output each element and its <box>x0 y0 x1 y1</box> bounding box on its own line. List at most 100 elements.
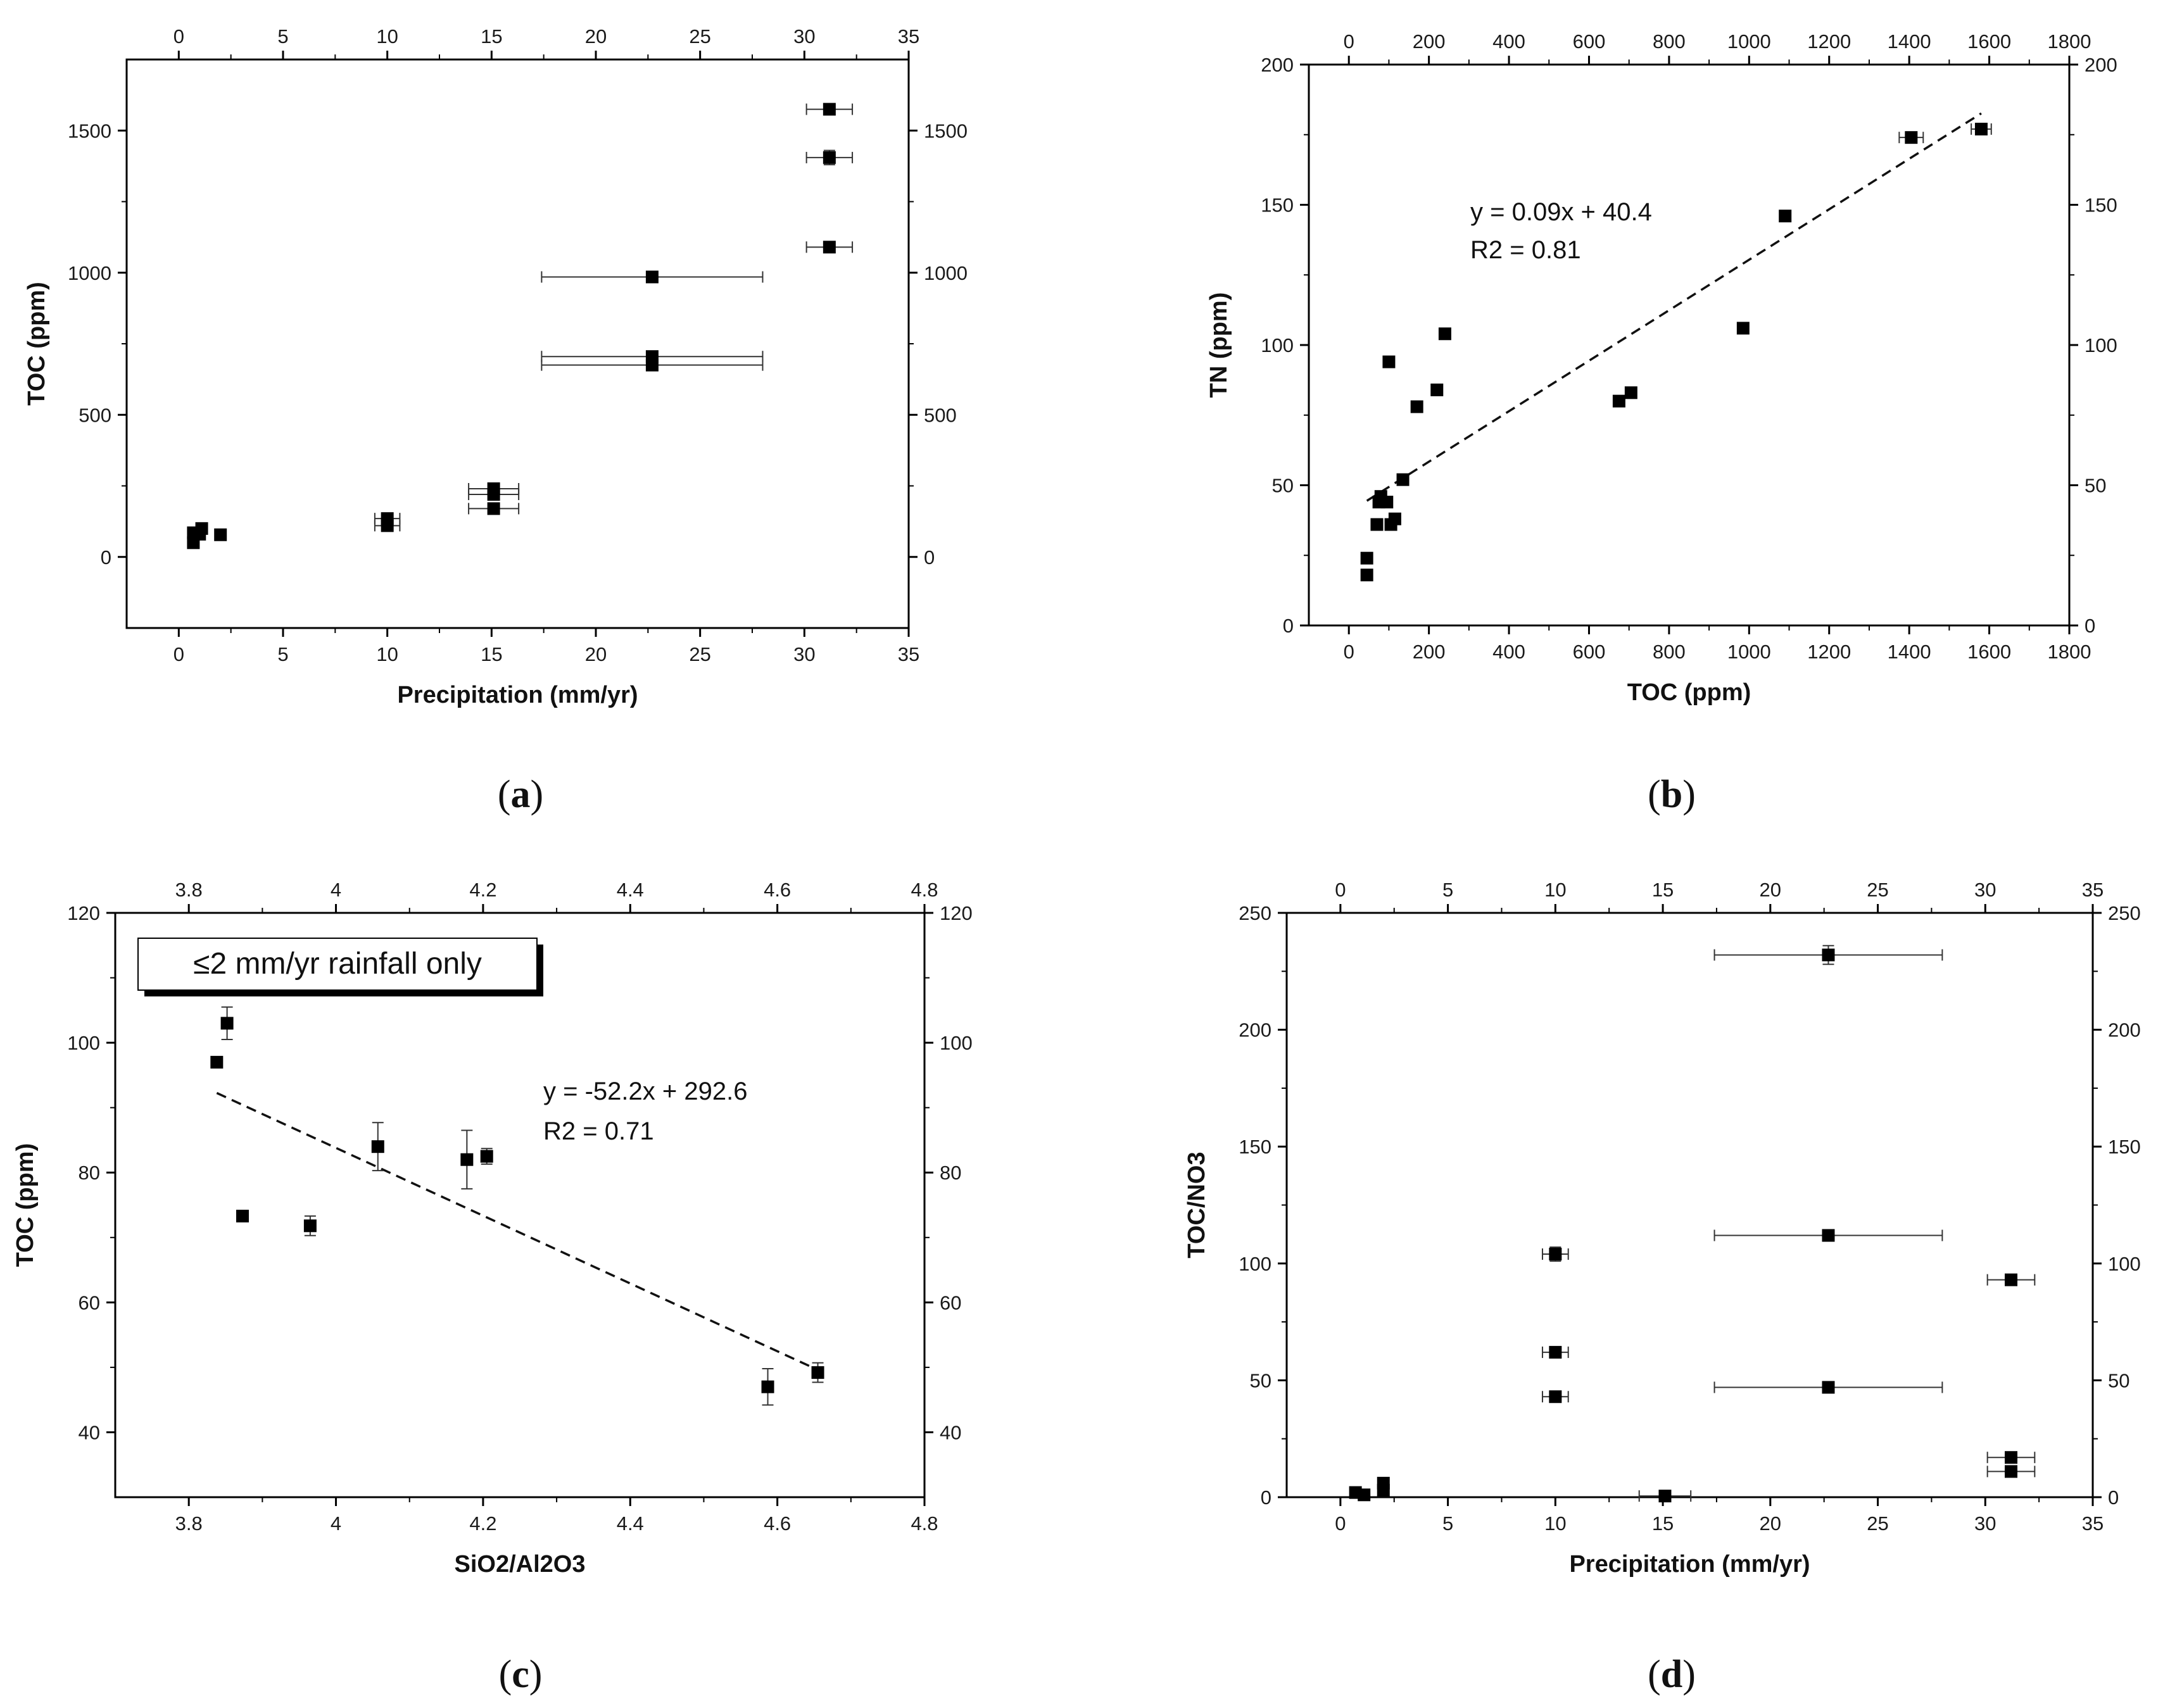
fit-r-squared: R2 = 0.71 <box>543 1117 654 1145</box>
data-point <box>645 270 659 284</box>
data-point <box>214 528 227 541</box>
x-tick-label-bottom: 10 <box>1544 1512 1566 1535</box>
y-tick-label-left: 150 <box>1261 194 1294 217</box>
x-tick-label-bottom: 20 <box>585 643 607 665</box>
data-point <box>2005 1273 2018 1286</box>
x-tick-label-top: 1600 <box>1967 30 2011 53</box>
x-tick-label-bottom: 4.8 <box>911 1512 938 1535</box>
data-point <box>487 502 500 515</box>
y-tick-label-left: 250 <box>1239 902 1271 924</box>
fit-r-squared: R2 = 0.81 <box>1470 236 1581 264</box>
y-tick-label-right: 40 <box>940 1421 961 1443</box>
x-tick-label-bottom: 35 <box>2082 1512 2104 1535</box>
x-tick-label-top: 0 <box>173 25 184 47</box>
plot-frame <box>1308 63 2071 627</box>
x-tick-label-bottom: 4.2 <box>469 1512 496 1535</box>
y-tick-label-right: 100 <box>2085 334 2117 356</box>
x-tick-label-top: 15 <box>481 25 502 47</box>
x-tick-label-bottom: 1400 <box>1888 641 1931 663</box>
x-axis-label: TOC (ppm) <box>1627 679 1751 706</box>
trend-line <box>216 1091 819 1371</box>
data-point <box>303 1219 317 1233</box>
x-tick-label-bottom: 15 <box>1652 1512 1674 1535</box>
data-point <box>1360 551 1373 565</box>
y-axis-label: TOC (ppm) <box>23 282 50 406</box>
y-tick-label-right: 50 <box>2108 1369 2129 1391</box>
y-tick-label-left: 80 <box>79 1162 100 1184</box>
panel-caption-d: (d) <box>1648 1653 1696 1696</box>
y-tick-label-left: 500 <box>79 404 111 426</box>
x-tick-label-top: 4.2 <box>469 879 496 901</box>
x-tick-label-top: 0 <box>1344 30 1354 53</box>
y-tick-label-left: 0 <box>101 546 111 568</box>
x-tick-label-top: 1400 <box>1888 30 1931 53</box>
x-tick-label-bottom: 1800 <box>2048 641 2091 663</box>
data-point <box>1430 383 1444 396</box>
x-tick-label-bottom: 35 <box>898 643 919 665</box>
plot-frame <box>1285 912 2094 1498</box>
x-tick-label-bottom: 25 <box>689 643 710 665</box>
data-point <box>381 512 394 525</box>
y-tick-label-left: 200 <box>1239 1019 1271 1041</box>
data-point <box>823 151 836 164</box>
x-tick-label-bottom: 10 <box>376 643 398 665</box>
y-tick-label-left: 100 <box>1261 334 1294 356</box>
y-tick-label-right: 200 <box>2085 54 2117 76</box>
y-axis-label: TOC (ppm) <box>12 1143 39 1267</box>
y-tick-label-left: 200 <box>1261 54 1294 76</box>
panel-c: 3.8 3.8 4 4 4.2 4.2 4.4 4.4 4.6 4.6 4.8 4.8 40 40 60 60… <box>12 879 973 1696</box>
data-point <box>1370 518 1384 531</box>
data-point <box>1410 400 1423 413</box>
x-tick-label-top: 5 <box>277 25 288 47</box>
x-tick-label-top: 30 <box>793 25 815 47</box>
fit-equation: y = 0.09x + 40.4 <box>1470 198 1652 226</box>
data-point <box>811 1366 824 1379</box>
data-point <box>1779 210 1792 223</box>
y-tick-label-left: 1000 <box>68 262 111 284</box>
data-point <box>1736 322 1750 335</box>
y-tick-label-left: 120 <box>67 902 100 924</box>
x-axis-label: SiO2/Al2O3 <box>455 1551 586 1578</box>
x-tick-label-top: 15 <box>1652 879 1674 901</box>
panel-caption-b: (b) <box>1648 773 1696 816</box>
x-tick-label-bottom: 5 <box>277 643 288 665</box>
x-tick-label-bottom: 800 <box>1653 641 1686 663</box>
x-tick-label-bottom: 25 <box>1867 1512 1888 1535</box>
x-tick-label-bottom: 0 <box>173 643 184 665</box>
y-tick-label-left: 100 <box>67 1032 100 1054</box>
x-tick-label-top: 30 <box>1974 879 1996 901</box>
x-tick-label-bottom: 20 <box>1760 1512 1781 1535</box>
x-tick-label-top: 400 <box>1492 30 1525 53</box>
x-axis-label: Precipitation (mm/yr) <box>1569 1551 1810 1578</box>
y-tick-label-right: 1500 <box>924 120 968 142</box>
x-tick-label-top: 4 <box>331 879 341 901</box>
data-point <box>1380 496 1394 509</box>
x-tick-label-top: 4.4 <box>617 879 644 901</box>
y-axis-label: TOC/NO3 <box>1183 1152 1210 1258</box>
x-tick-label-top: 800 <box>1653 30 1686 53</box>
x-tick-label-top: 25 <box>689 25 710 47</box>
data-point <box>480 1150 493 1163</box>
y-tick-label-right: 120 <box>940 902 973 924</box>
y-tick-label-left: 1500 <box>68 120 111 142</box>
y-tick-label-right: 0 <box>2085 615 2095 637</box>
plot-frame <box>114 912 926 1498</box>
y-tick-label-left: 150 <box>1239 1136 1271 1158</box>
y-tick-label-right: 80 <box>940 1162 961 1184</box>
data-point <box>1438 327 1451 341</box>
data-point <box>1549 1248 1562 1261</box>
y-tick-label-right: 250 <box>2108 902 2141 924</box>
y-tick-label-left: 0 <box>1261 1486 1271 1509</box>
panel-caption-a: (a) <box>498 773 543 816</box>
data-point <box>487 482 500 495</box>
data-point <box>460 1153 474 1166</box>
data-point <box>1822 948 1835 962</box>
x-tick-label-bottom: 30 <box>793 643 815 665</box>
y-tick-label-right: 100 <box>940 1032 973 1054</box>
data-point <box>236 1209 249 1222</box>
x-tick-label-top: 4.6 <box>764 879 791 901</box>
data-point <box>645 358 659 372</box>
data-point <box>1549 1390 1562 1403</box>
data-point <box>1658 1490 1672 1503</box>
